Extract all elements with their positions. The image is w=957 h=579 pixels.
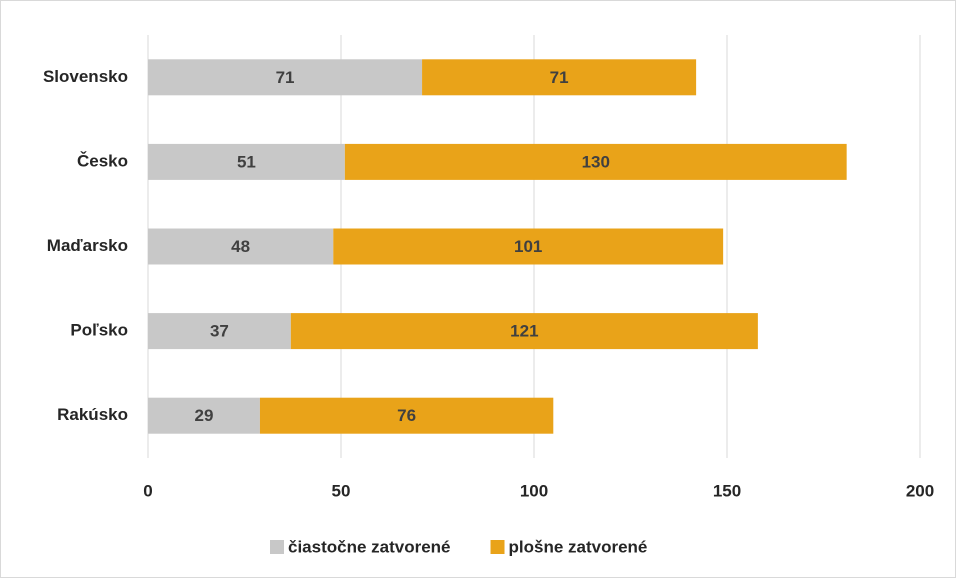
data-label: 71 [550,68,569,87]
bar [148,397,260,434]
bar [148,313,291,350]
data-label: 29 [195,406,214,425]
y-tick-label: Maďarsko [47,236,128,255]
bar [344,143,847,180]
data-label: 48 [231,237,250,256]
data-label: 121 [510,322,538,341]
data-label: 71 [276,68,295,87]
bar [422,59,697,96]
bar [148,143,345,180]
x-tick-label: 50 [332,481,351,500]
bar [333,228,724,265]
bar [148,228,334,265]
data-label: 101 [514,237,542,256]
y-tick-label: Česko [77,151,128,170]
legend-swatch [270,540,284,554]
bar [259,397,554,434]
data-label: 130 [582,152,610,171]
x-tick-label: 0 [143,481,152,500]
x-tick-label: 100 [520,481,548,500]
bar [148,59,423,96]
legend-swatch [490,540,505,554]
legend-label: plošne zatvorené [509,537,648,556]
legend-label: čiastočne zatvorené [288,537,451,556]
y-tick-label: Poľsko [70,321,128,340]
y-tick-label: Rakúsko [57,405,128,424]
data-label: 76 [397,406,416,425]
bar [290,313,758,350]
y-tick-label: Slovensko [43,67,128,86]
data-label: 37 [210,322,229,341]
x-tick-label: 150 [713,481,741,500]
x-tick-label: 200 [906,481,934,500]
data-label: 51 [237,152,256,171]
